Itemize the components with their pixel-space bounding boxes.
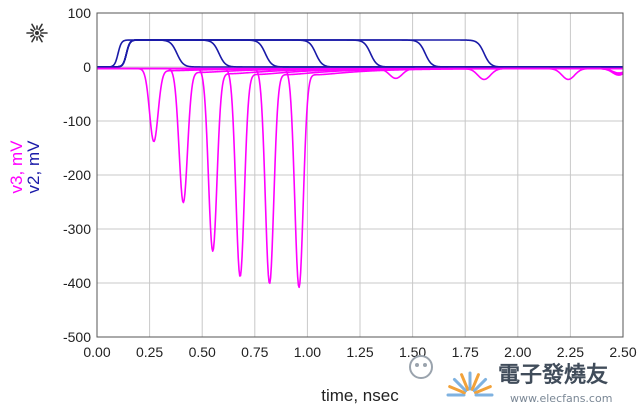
y-tick-label: -200 [63,167,91,183]
plot-frame [96,12,624,338]
grid [96,12,624,338]
y-axis-label-v3: v3, mV [7,140,26,194]
y-tick-label: -500 [63,329,91,345]
y-axis-label-v2: v2, mV [24,140,43,194]
x-tick-label: 0.75 [241,344,268,360]
y-tick-label: -100 [63,113,91,129]
x-tick-label: 2.25 [557,344,584,360]
logo-ray [30,34,35,38]
x-tick-label: 0.00 [83,344,110,360]
logo-ray [31,35,36,43]
series-layer [97,39,623,289]
logo-ray [31,23,36,31]
y-tick-label: -300 [63,221,91,237]
agilent-logo-icon [26,23,48,43]
y-tick-label: 0 [83,59,91,75]
x-tick-label: 1.25 [346,344,373,360]
logo-ray [39,28,44,32]
watermark: 電子發燒友 www.elecfans.com [409,355,612,405]
watermark-title: 電子發燒友 [498,363,608,388]
watermark-badge-icon [409,355,433,379]
watermark-url: www.elecfans.com [510,392,612,405]
logo-ray [39,34,44,38]
logo-ray [38,23,43,31]
x-tick-label: 1.00 [294,344,321,360]
x-tick-label: 1.50 [399,344,426,360]
y-tick-label: -400 [63,275,91,291]
x-tick-label: 2.00 [504,344,531,360]
logo-center [35,31,39,35]
series-v3 [97,67,623,289]
logo-ray [30,28,35,32]
x-tick-label: 0.50 [189,344,216,360]
series-v2 [97,39,623,68]
tick-labels: 0.00 0.25 0.50 0.75 1.00 1.25 1.50 1.75 2.00 2.25… [63,5,637,360]
logo-ray [38,35,43,43]
x-axis-label: time, nsec [321,386,399,405]
y-tick-label: 100 [68,5,92,21]
x-tick-label: 0.25 [136,344,163,360]
x-tick-label: 1.75 [452,344,479,360]
v2-trace-7 [97,39,623,68]
watermark-burst-icon [446,371,494,397]
x-tick-label: 2.50 [609,344,636,360]
v3-trace-6 [97,67,623,289]
